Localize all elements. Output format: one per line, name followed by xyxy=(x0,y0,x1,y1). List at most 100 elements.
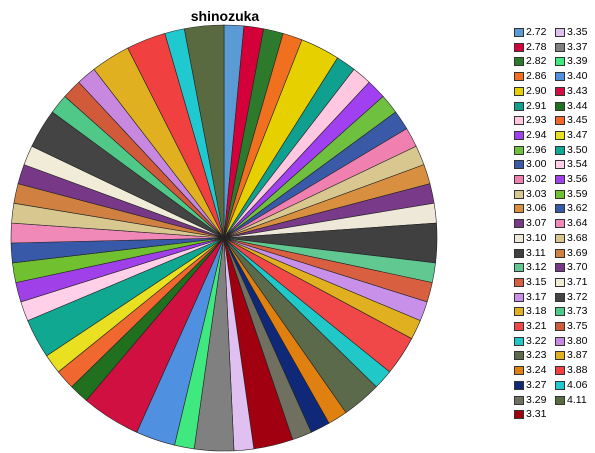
legend-swatch xyxy=(514,42,524,52)
legend-swatch xyxy=(514,233,524,243)
legend-label: 2.93 xyxy=(526,114,547,127)
legend-swatch xyxy=(555,322,565,331)
legend-swatch xyxy=(514,130,524,140)
legend-swatch xyxy=(514,101,524,111)
legend-label: 3.80 xyxy=(567,334,588,347)
legend-label: 4.06 xyxy=(567,378,588,391)
legend-swatch xyxy=(514,219,524,229)
legend-swatch xyxy=(514,145,524,155)
legend-swatch xyxy=(555,351,565,361)
legend-label: 3.44 xyxy=(567,99,588,112)
legend-label: 3.59 xyxy=(567,187,588,200)
legend-swatch xyxy=(555,263,565,273)
legend-swatch xyxy=(555,204,565,214)
legend-label: 3.03 xyxy=(526,187,547,200)
legend-label: 3.00 xyxy=(526,158,547,171)
legend-swatch xyxy=(514,57,524,67)
legend-label: 3.73 xyxy=(567,305,588,318)
legend-swatch xyxy=(555,380,565,390)
legend-label: 3.17 xyxy=(526,290,547,303)
legend-label: 2.90 xyxy=(526,84,547,97)
legend-swatch xyxy=(555,42,565,52)
pie-chart xyxy=(10,24,438,452)
legend-label: 3.64 xyxy=(567,217,588,230)
legend-swatch xyxy=(514,366,524,376)
legend-swatch xyxy=(555,395,565,405)
legend-swatch xyxy=(555,307,565,317)
legend-swatch xyxy=(555,130,565,140)
legend: 2.72 2.78 2.82 2.86 2.90 2.91 2.93 2.94 2.96 3.00… xyxy=(514,26,594,453)
legend-label: 2.86 xyxy=(526,70,547,83)
legend-label: 3.62 xyxy=(567,202,588,215)
legend-swatch xyxy=(514,263,524,273)
legend-swatch xyxy=(514,336,524,346)
legend-swatch xyxy=(555,219,565,229)
legend-label: 3.11 xyxy=(526,246,546,259)
legend-label: 3.56 xyxy=(567,173,588,185)
legend-label: 3.75 xyxy=(567,320,588,332)
legend-label: 3.54 xyxy=(567,158,588,171)
legend-label: 3.27 xyxy=(526,378,547,391)
legend-swatch xyxy=(555,72,565,82)
legend-label: 4.11 xyxy=(567,393,587,406)
legend-label: 3.50 xyxy=(567,143,588,156)
legend-swatch xyxy=(514,204,524,214)
legend-label: 3.69 xyxy=(567,246,588,259)
legend-label: 3.31 xyxy=(526,408,547,421)
legend-swatch xyxy=(555,189,565,199)
legend-label: 3.70 xyxy=(567,261,588,274)
legend-label: 3.37 xyxy=(567,40,588,53)
legend-label: 3.88 xyxy=(567,364,588,377)
legend-swatch xyxy=(555,160,565,170)
legend-swatch xyxy=(514,322,524,331)
legend-swatch xyxy=(514,116,524,126)
legend-swatch xyxy=(555,86,565,96)
legend-swatch xyxy=(555,57,565,67)
legend-swatch xyxy=(555,248,565,258)
legend-swatch xyxy=(555,277,565,287)
legend-swatch xyxy=(514,292,524,302)
legend-swatch xyxy=(514,351,524,361)
legend-swatch xyxy=(514,86,524,96)
legend-label: 3.29 xyxy=(526,393,547,406)
legend-swatch xyxy=(555,292,565,302)
legend-label: 2.94 xyxy=(526,128,547,141)
legend-label: 3.21 xyxy=(526,320,547,332)
legend-label: 2.72 xyxy=(526,26,547,38)
legend-swatch xyxy=(514,395,524,405)
legend-swatch xyxy=(555,145,565,155)
legend-label: 3.02 xyxy=(526,173,547,185)
legend-swatch xyxy=(514,72,524,82)
legend-label: 3.18 xyxy=(526,305,547,318)
legend-label: 3.35 xyxy=(567,26,588,38)
legend-swatch xyxy=(555,233,565,243)
legend-swatch xyxy=(514,307,524,317)
legend-swatch xyxy=(514,160,524,170)
pie-slice-4.11 xyxy=(183,24,225,239)
legend-label: 3.68 xyxy=(567,231,588,244)
legend-swatch xyxy=(555,336,565,346)
legend-label: 3.23 xyxy=(526,349,547,362)
legend-label: 3.22 xyxy=(526,334,547,347)
legend-swatch xyxy=(555,175,565,184)
legend-label: 3.12 xyxy=(526,261,547,274)
legend-swatch xyxy=(514,277,524,287)
legend-label: 3.10 xyxy=(526,231,547,244)
legend-label: 2.78 xyxy=(526,40,547,53)
legend-swatch xyxy=(514,28,524,37)
legend-label: 2.96 xyxy=(526,143,547,156)
legend-label: 3.47 xyxy=(567,128,588,141)
legend-label: 3.72 xyxy=(567,290,588,303)
legend-swatch xyxy=(514,248,524,258)
legend-label: 3.45 xyxy=(567,114,588,127)
legend-swatch xyxy=(555,366,565,376)
legend-label: 3.71 xyxy=(567,275,588,288)
legend-label: 2.91 xyxy=(526,99,547,112)
legend-label: 3.40 xyxy=(567,70,588,83)
legend-label: 3.07 xyxy=(526,217,547,230)
legend-label: 3.15 xyxy=(526,275,547,288)
legend-swatch xyxy=(555,28,565,37)
legend-label: 3.06 xyxy=(526,202,547,215)
legend-swatch xyxy=(555,101,565,111)
legend-label: 3.39 xyxy=(567,55,588,68)
